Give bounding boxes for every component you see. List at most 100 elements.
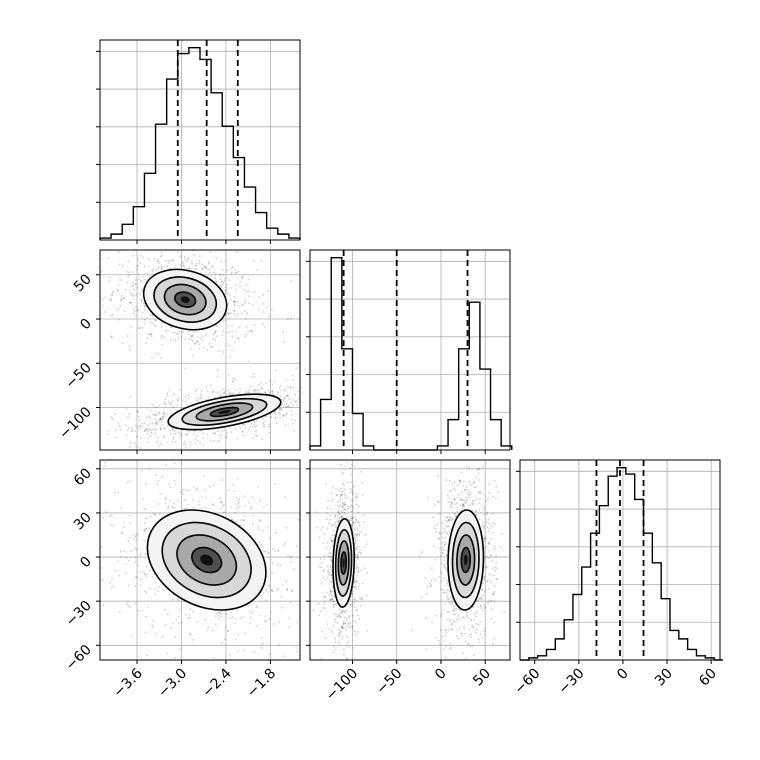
sample-point [125, 434, 128, 437]
sample-point [477, 606, 479, 608]
sample-point [437, 501, 439, 503]
sample-point [353, 585, 356, 588]
sample-point [331, 540, 334, 542]
sample-point [174, 440, 177, 443]
sample-point [131, 293, 134, 296]
sample-point [488, 542, 491, 545]
sample-point [220, 280, 223, 283]
sample-point [361, 598, 364, 601]
sample-point [144, 631, 147, 634]
sample-point [446, 598, 449, 600]
sample-point [181, 261, 184, 263]
sample-point [253, 389, 256, 392]
sample-point [462, 616, 465, 619]
sample-point [488, 578, 491, 581]
sample-point [172, 438, 175, 441]
sample-point [127, 540, 130, 542]
sample-point [200, 390, 203, 392]
sample-point [109, 515, 112, 518]
sample-point [279, 416, 282, 419]
sample-point [469, 484, 472, 487]
sample-point [108, 276, 111, 278]
sample-point [170, 401, 173, 404]
sample-point [165, 259, 167, 262]
sample-point [333, 516, 336, 519]
sample-point [333, 595, 336, 598]
sample-point [318, 614, 321, 617]
sample-point [482, 526, 485, 528]
sample-point [253, 420, 256, 423]
sample-point [260, 594, 263, 597]
sample-point [128, 289, 131, 292]
sample-point [168, 483, 170, 486]
sample-point [481, 525, 483, 527]
sample-point [290, 418, 293, 421]
sample-point [191, 339, 194, 342]
sample-point [242, 425, 244, 427]
sample-point [234, 378, 237, 381]
sample-point [466, 486, 468, 488]
sample-point [324, 595, 327, 598]
sample-point [161, 343, 164, 346]
sample-point [182, 265, 185, 267]
sample-point [487, 549, 490, 552]
sample-point [330, 555, 332, 557]
sample-point [476, 469, 479, 472]
sample-point [443, 648, 446, 650]
sample-point [263, 550, 266, 553]
sample-point [232, 377, 235, 380]
sample-point [264, 391, 267, 394]
sample-point [53, 597, 55, 599]
sample-point [468, 642, 471, 645]
sample-point [353, 620, 356, 622]
sample-point [146, 337, 149, 339]
sample-point [340, 626, 343, 628]
sample-point [117, 251, 120, 253]
sample-point [141, 280, 144, 283]
sample-point [470, 458, 472, 460]
sample-point [476, 467, 479, 470]
sample-point [451, 600, 453, 603]
sample-point [350, 519, 352, 522]
sample-point [329, 589, 332, 592]
sample-point [144, 508, 147, 511]
sample-point [250, 422, 253, 425]
sample-point [112, 290, 115, 293]
sample-point [321, 663, 323, 665]
sample-point [262, 422, 264, 424]
x-tick-label: 0 [432, 666, 450, 684]
sample-point [156, 260, 159, 263]
sample-point [466, 615, 468, 618]
sample-point [167, 401, 170, 404]
sample-point [221, 283, 224, 286]
sample-point [492, 592, 495, 595]
sample-point [471, 502, 473, 505]
sample-point [461, 491, 463, 494]
sample-point [154, 325, 157, 328]
sample-point [429, 585, 432, 588]
sample-point [204, 506, 207, 509]
sample-point [171, 258, 173, 261]
sample-point [126, 601, 129, 604]
sample-point [461, 503, 464, 505]
sample-point [268, 391, 271, 394]
sample-point [447, 525, 450, 527]
sample-point [179, 435, 182, 438]
sample-point [363, 567, 366, 570]
sample-point [239, 285, 241, 288]
sample-point [343, 483, 345, 486]
sample-point [140, 299, 143, 302]
sample-point [131, 255, 134, 257]
sample-point [436, 523, 438, 526]
sample-point [194, 342, 197, 345]
sample-point [134, 430, 137, 433]
sample-point [354, 521, 357, 524]
sample-point [349, 626, 351, 629]
sample-point [189, 333, 191, 336]
sample-point [164, 402, 167, 405]
sample-point [475, 513, 478, 516]
sample-point [291, 398, 294, 401]
sample-point [430, 567, 433, 570]
sample-point [141, 426, 144, 428]
sample-point [343, 492, 346, 495]
